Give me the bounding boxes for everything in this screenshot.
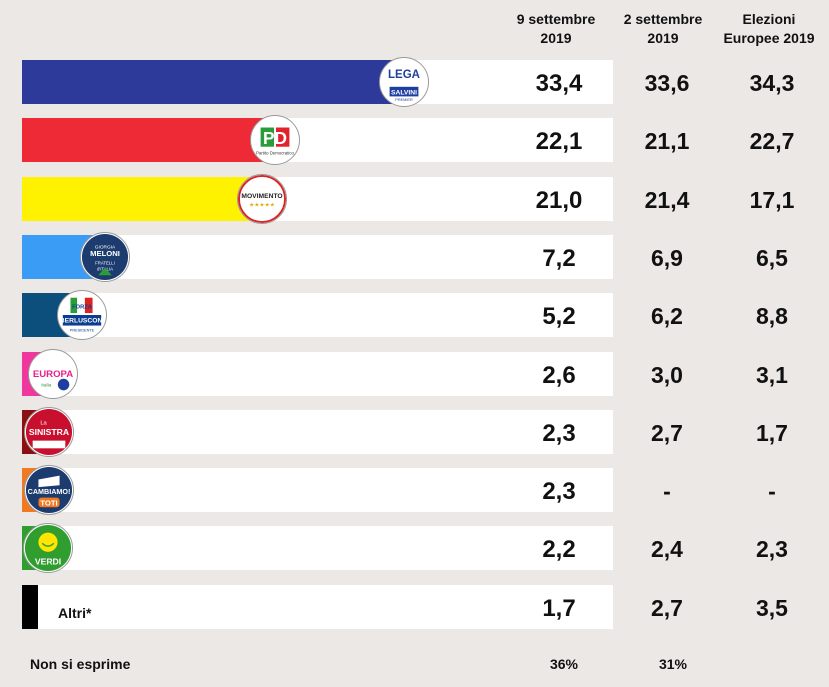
bar: [22, 177, 262, 221]
data-label: 2,7: [651, 595, 683, 621]
svg-text:PRESIDENTE: PRESIDENTE: [70, 328, 95, 332]
data-label: 21,4: [644, 187, 690, 213]
svg-text:SINISTRA: SINISTRA: [29, 427, 69, 437]
data-label: 2,7: [651, 420, 683, 446]
bar-row: [22, 177, 613, 221]
svg-text:LEGA: LEGA: [388, 69, 421, 81]
svg-text:FORZA: FORZA: [72, 304, 92, 310]
svg-text:La: La: [41, 420, 48, 426]
svg-text:PREMIER: PREMIER: [395, 98, 413, 102]
data-label: 2,3: [542, 478, 576, 505]
bar: [22, 118, 274, 162]
svg-text:PD: PD: [263, 128, 287, 148]
data-label: 21,1: [644, 128, 690, 154]
data-label: 6,2: [651, 303, 683, 329]
svg-text:MELONI: MELONI: [90, 249, 120, 258]
svg-text:GIORGIA: GIORGIA: [95, 244, 116, 250]
column-header-3: Elezioni Europee 2019: [723, 11, 815, 46]
svg-text:Partito Democratico: Partito Democratico: [256, 150, 294, 155]
data-label: 3,0: [651, 362, 683, 388]
data-label: 22,7: [749, 128, 795, 154]
data-label: 1,7: [542, 595, 576, 622]
data-label: 6,5: [756, 245, 788, 271]
bar-row: [22, 293, 613, 337]
bar-row: [22, 118, 613, 162]
lega-logo-icon: LEGA SALVINI PREMIER: [378, 57, 429, 107]
data-label: -: [663, 478, 671, 504]
data-label: 2,3: [542, 420, 576, 447]
svg-text:★★★★★: ★★★★★: [250, 202, 276, 209]
data-label: -: [768, 478, 776, 504]
fdi-logo-icon: GIORGIAMELONIFRATELLId'ITALIA: [80, 232, 131, 282]
svg-text:TOTI: TOTI: [41, 498, 58, 507]
pd-logo-icon: PD Partito Democratico: [249, 115, 300, 165]
footer-value-1: 36%: [549, 656, 579, 672]
data-label: 8,8: [756, 303, 788, 329]
sinistra-logo-icon: La SINISTRA: [24, 407, 75, 457]
data-label: 5,2: [542, 303, 576, 330]
europa-logo-icon: EUROPA Italia: [27, 349, 78, 399]
bar-row: [22, 60, 613, 104]
verdi-logo-icon: VERDI: [23, 523, 74, 573]
data-label: 33,4: [535, 70, 583, 97]
data-label: 22,1: [535, 128, 583, 155]
data-label: 6,9: [651, 245, 683, 271]
data-label: 2,2: [542, 536, 576, 563]
svg-text:VERDI: VERDI: [35, 556, 61, 566]
svg-text:SALVINI: SALVINI: [391, 89, 417, 96]
data-label: 3,1: [756, 362, 788, 388]
data-label: 2,4: [651, 536, 683, 562]
bar-row: [22, 585, 613, 629]
other-label: Altri*: [58, 605, 92, 621]
data-label: 21,0: [535, 187, 583, 214]
footer-label: Non si esprime: [30, 656, 131, 672]
bar: [22, 585, 38, 629]
bar-row: [22, 468, 613, 512]
data-label: 3,5: [756, 595, 788, 621]
fi-logo-icon: FORZA BERLUSCONI PRESIDENTE: [57, 290, 108, 340]
column-header-1: 9 settembre 2019: [516, 11, 596, 46]
data-label: 33,6: [644, 70, 690, 96]
svg-text:EUROPA: EUROPA: [32, 369, 72, 380]
data-label: 7,2: [542, 245, 576, 272]
cambiamo-logo-icon: CAMBIAMO! TOTI: [24, 465, 75, 515]
footer-value-2: 31%: [658, 656, 688, 672]
svg-text:FRATELLI: FRATELLI: [95, 261, 115, 266]
svg-text:MOVIMENTO: MOVIMENTO: [242, 193, 283, 200]
data-label: 2,3: [756, 536, 788, 562]
bar-row: [22, 526, 613, 570]
data-label: 17,1: [749, 187, 795, 213]
bar: [22, 60, 403, 104]
svg-text:BERLUSCONI: BERLUSCONI: [60, 318, 105, 325]
data-label: 34,3: [749, 70, 795, 96]
svg-text:Italia: Italia: [41, 382, 51, 388]
m5s-logo-icon: MOVIMENTO ★★★★★: [237, 174, 288, 224]
column-header-2: 2 settembre 2019: [623, 11, 703, 46]
data-label: 1,7: [756, 420, 788, 446]
data-label: 2,6: [542, 362, 576, 389]
svg-text:CAMBIAMO!: CAMBIAMO!: [28, 487, 71, 496]
